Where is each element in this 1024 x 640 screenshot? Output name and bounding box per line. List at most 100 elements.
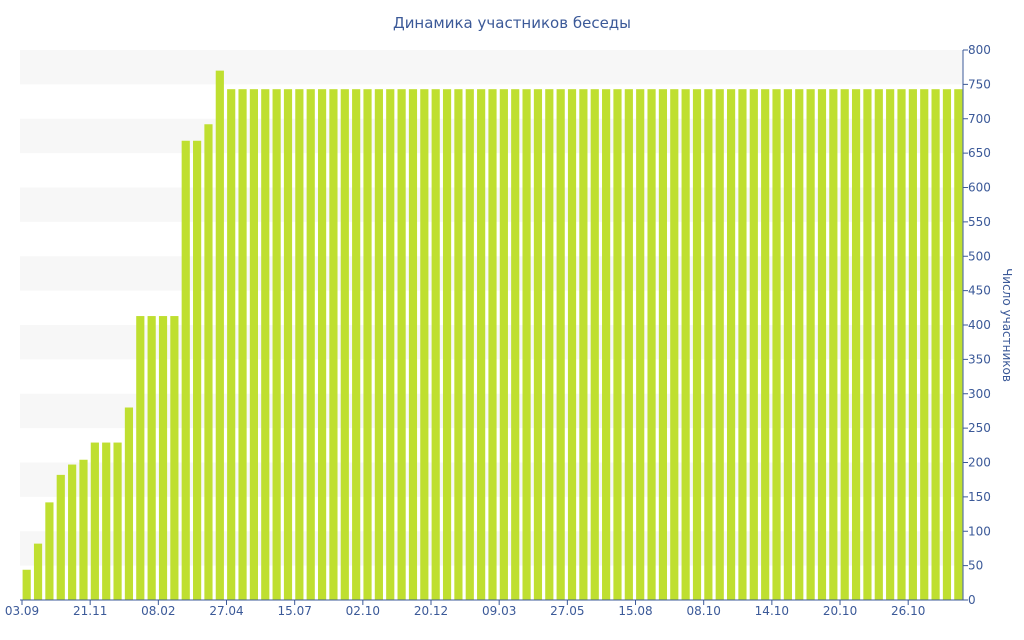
bar[interactable] — [352, 89, 361, 600]
bar[interactable] — [261, 89, 270, 600]
bar[interactable] — [806, 89, 815, 600]
bar[interactable] — [397, 89, 406, 600]
y-tick-label: 800 — [968, 43, 991, 57]
x-tick-label: 15.08 — [618, 604, 652, 618]
bar[interactable] — [681, 89, 690, 600]
bar[interactable] — [590, 89, 599, 600]
bar[interactable] — [136, 316, 145, 600]
bar[interactable] — [954, 89, 963, 600]
bar[interactable] — [204, 124, 213, 600]
y-tick-label: 750 — [968, 77, 991, 91]
bar[interactable] — [90, 442, 99, 600]
bar[interactable] — [238, 89, 247, 600]
bar[interactable] — [56, 474, 65, 600]
x-tick-label: 15.07 — [277, 604, 311, 618]
bar[interactable] — [613, 89, 622, 600]
bar[interactable] — [840, 89, 849, 600]
bar[interactable] — [704, 89, 713, 600]
y-tick-label: 350 — [968, 352, 991, 366]
y-tick-label: 150 — [968, 490, 991, 504]
bar[interactable] — [567, 89, 577, 600]
bar[interactable] — [317, 89, 327, 600]
y-tick-label: 700 — [968, 112, 991, 126]
bar[interactable] — [545, 89, 554, 600]
bar[interactable] — [636, 89, 645, 600]
x-tick-label: 03.09 — [5, 604, 39, 618]
x-axis: 03.09 21.11 08.02 27.04 15.07 02.10 20.12 09.03… — [5, 599, 963, 618]
bar[interactable] — [102, 442, 111, 600]
bar[interactable] — [374, 89, 383, 600]
bar[interactable] — [33, 543, 43, 600]
bar[interactable] — [386, 89, 395, 600]
bar[interactable] — [68, 464, 77, 600]
bar[interactable] — [124, 407, 134, 601]
bar[interactable] — [715, 89, 724, 600]
bar[interactable] — [79, 459, 88, 600]
bar[interactable] — [761, 89, 770, 600]
y-tick-label: 450 — [968, 284, 991, 298]
bar[interactable] — [772, 89, 781, 600]
x-tick-label: 20.12 — [414, 604, 448, 618]
bar[interactable] — [795, 89, 804, 600]
bar[interactable] — [193, 140, 202, 600]
bar[interactable] — [863, 89, 872, 600]
bar[interactable] — [749, 89, 758, 600]
bar[interactable] — [477, 89, 486, 600]
bar[interactable] — [170, 316, 179, 600]
bar[interactable] — [647, 89, 656, 600]
bar[interactable] — [465, 89, 474, 600]
bar[interactable] — [442, 89, 452, 600]
bar[interactable] — [522, 89, 531, 600]
bar[interactable] — [556, 89, 565, 600]
bar[interactable] — [658, 89, 668, 600]
bar[interactable] — [420, 89, 429, 600]
bar[interactable] — [306, 89, 315, 600]
bar[interactable] — [511, 89, 520, 600]
bar[interactable] — [340, 89, 349, 600]
bar[interactable] — [45, 502, 54, 600]
bar[interactable] — [499, 89, 508, 600]
bar[interactable] — [431, 89, 440, 600]
bar[interactable] — [227, 89, 236, 600]
bar[interactable] — [817, 89, 827, 600]
y-tick-label: 600 — [968, 181, 991, 195]
bar[interactable] — [22, 569, 31, 600]
bar[interactable] — [670, 89, 679, 600]
bar[interactable] — [624, 89, 633, 600]
bar[interactable] — [533, 89, 543, 600]
bar[interactable] — [886, 89, 895, 600]
x-tick-label: 09.03 — [482, 604, 516, 618]
bar[interactable] — [727, 89, 736, 600]
bar[interactable] — [113, 442, 122, 600]
bar[interactable] — [897, 89, 906, 600]
bar[interactable] — [147, 316, 156, 600]
bar[interactable] — [283, 89, 293, 600]
bar[interactable] — [579, 89, 588, 600]
bar[interactable] — [329, 89, 338, 600]
bar[interactable] — [851, 89, 861, 600]
bar[interactable] — [272, 89, 281, 600]
bar[interactable] — [363, 89, 372, 600]
bar[interactable] — [920, 89, 929, 600]
bar[interactable] — [738, 89, 747, 600]
bar[interactable] — [408, 89, 418, 600]
bar[interactable] — [295, 89, 304, 600]
bar[interactable] — [783, 89, 792, 600]
bar[interactable] — [874, 89, 883, 600]
x-tick-label: 26.10 — [891, 604, 925, 618]
bar[interactable] — [215, 70, 224, 600]
bar[interactable] — [158, 316, 168, 600]
bar[interactable] — [602, 89, 611, 600]
bar[interactable] — [249, 89, 258, 600]
bar[interactable] — [692, 89, 702, 600]
bar[interactable] — [908, 89, 917, 600]
bar[interactable] — [488, 89, 497, 600]
bar[interactable] — [829, 89, 838, 600]
bar[interactable] — [454, 89, 463, 600]
bar[interactable] — [942, 89, 952, 600]
bar[interactable] — [181, 140, 190, 600]
bar[interactable] — [931, 89, 940, 600]
x-tick-label: 02.10 — [346, 604, 380, 618]
y-tick-label: 0 — [968, 593, 976, 607]
x-tick-label: 08.10 — [687, 604, 721, 618]
